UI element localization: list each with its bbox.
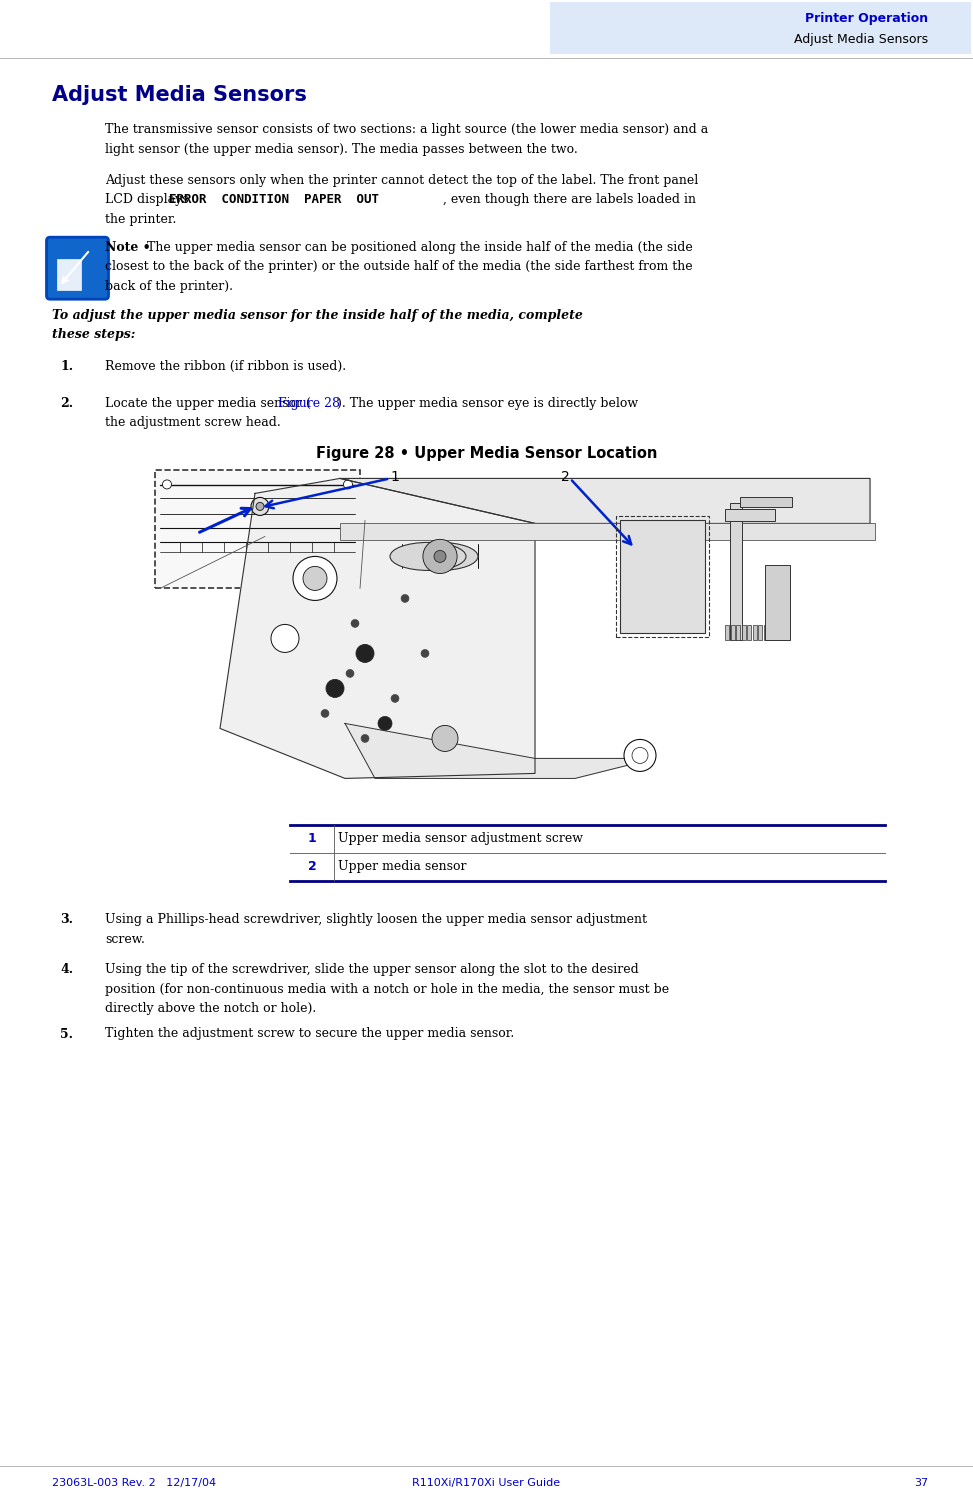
Text: 2: 2 — [560, 470, 569, 485]
Text: 3.: 3. — [60, 914, 73, 926]
Circle shape — [271, 625, 299, 652]
Bar — [155, 470, 360, 589]
Text: Locate the upper media sensor (: Locate the upper media sensor ( — [105, 396, 311, 410]
Text: 5.: 5. — [60, 1027, 73, 1041]
Text: back of the printer).: back of the printer). — [105, 280, 233, 292]
Text: Note •: Note • — [105, 241, 151, 253]
Text: Using a Phillips-head screwdriver, slightly loosen the upper media sensor adjust: Using a Phillips-head screwdriver, sligh… — [105, 914, 647, 926]
Text: 4.: 4. — [60, 964, 73, 976]
Circle shape — [423, 539, 457, 574]
Text: Using the tip of the screwdriver, slide the upper sensor along the slot to the d: Using the tip of the screwdriver, slide … — [105, 964, 638, 976]
Text: position (for non-continuous media with a notch or hole in the media, the sensor: position (for non-continuous media with … — [105, 982, 669, 995]
Text: R110Xi/R170Xi User Guide: R110Xi/R170Xi User Guide — [413, 1477, 560, 1488]
Bar — [747, 625, 751, 640]
Text: Upper media sensor adjustment screw: Upper media sensor adjustment screw — [338, 831, 583, 845]
Polygon shape — [340, 479, 870, 524]
Text: 1.: 1. — [60, 360, 73, 372]
Bar — [736, 625, 740, 640]
FancyBboxPatch shape — [47, 238, 109, 300]
Text: 37: 37 — [914, 1477, 928, 1488]
Text: directly above the notch or hole).: directly above the notch or hole). — [105, 1001, 316, 1015]
Bar — [758, 625, 762, 640]
Circle shape — [343, 480, 352, 489]
Circle shape — [162, 480, 171, 489]
Circle shape — [432, 726, 458, 751]
Bar — [550, 2, 971, 54]
Circle shape — [326, 679, 344, 697]
Circle shape — [321, 709, 329, 717]
Text: 1: 1 — [307, 831, 316, 845]
Text: ). The upper media sensor eye is directly below: ). The upper media sensor eye is directl… — [337, 396, 638, 410]
Bar — [764, 625, 768, 640]
Text: Adjust these sensors only when the printer cannot detect the top of the label. T: Adjust these sensors only when the print… — [105, 173, 699, 187]
Circle shape — [293, 556, 337, 601]
Polygon shape — [345, 723, 655, 779]
Bar — [340, 524, 875, 541]
Text: Upper media sensor: Upper media sensor — [338, 860, 466, 873]
Text: 23063L-003 Rev. 2   12/17/04: 23063L-003 Rev. 2 12/17/04 — [52, 1477, 216, 1488]
Text: The upper media sensor can be positioned along the inside half of the media (the: The upper media sensor can be positioned… — [147, 241, 693, 253]
Text: Remove the ribbon (if ribbon is used).: Remove the ribbon (if ribbon is used). — [105, 360, 346, 372]
Polygon shape — [220, 479, 535, 779]
Bar — [725, 625, 729, 640]
Circle shape — [434, 550, 446, 562]
Circle shape — [256, 503, 264, 511]
Circle shape — [351, 619, 359, 628]
Circle shape — [391, 694, 399, 702]
Circle shape — [346, 670, 354, 678]
Text: LCD displays: LCD displays — [105, 193, 193, 206]
Bar — [730, 503, 742, 640]
Text: Adjust Media Sensors: Adjust Media Sensors — [52, 84, 306, 105]
Ellipse shape — [402, 542, 478, 571]
Text: light sensor (the upper media sensor). The media passes between the two.: light sensor (the upper media sensor). T… — [105, 143, 578, 155]
Text: Tighten the adjustment screw to secure the upper media sensor.: Tighten the adjustment screw to secure t… — [105, 1027, 515, 1041]
Text: , even though there are labels loaded in: , even though there are labels loaded in — [443, 193, 696, 206]
Circle shape — [624, 739, 656, 771]
Circle shape — [361, 735, 369, 742]
Circle shape — [378, 717, 392, 730]
Text: 2.: 2. — [60, 396, 73, 410]
Text: To adjust the upper media sensor for the inside half of the media, complete: To adjust the upper media sensor for the… — [52, 309, 583, 322]
Bar — [741, 625, 745, 640]
Circle shape — [303, 566, 327, 590]
Text: Figure 28: Figure 28 — [278, 396, 341, 410]
Ellipse shape — [390, 542, 466, 571]
Text: The transmissive sensor consists of two sections: a light source (the lower medi: The transmissive sensor consists of two … — [105, 123, 708, 136]
Text: the printer.: the printer. — [105, 212, 176, 226]
Bar — [616, 517, 709, 637]
Circle shape — [632, 747, 648, 764]
Circle shape — [356, 645, 374, 663]
Text: Adjust Media Sensors: Adjust Media Sensors — [794, 33, 928, 47]
Text: these steps:: these steps: — [52, 328, 135, 342]
FancyBboxPatch shape — [57, 259, 81, 289]
Text: closest to the back of the printer) or the outside half of the media (the side f: closest to the back of the printer) or t… — [105, 261, 693, 273]
Bar — [725, 509, 775, 521]
Circle shape — [251, 497, 269, 515]
Circle shape — [401, 595, 409, 602]
Text: screw.: screw. — [105, 932, 145, 946]
Bar — [740, 497, 792, 508]
Bar — [765, 565, 790, 640]
Text: 1: 1 — [390, 470, 400, 485]
Text: ERROR  CONDITION  PAPER  OUT: ERROR CONDITION PAPER OUT — [169, 193, 379, 206]
Bar — [620, 521, 705, 634]
Bar — [752, 625, 756, 640]
Circle shape — [421, 649, 429, 658]
Text: Printer Operation: Printer Operation — [805, 12, 928, 26]
Text: Figure 28 • Upper Media Sensor Location: Figure 28 • Upper Media Sensor Location — [316, 446, 657, 461]
Bar — [731, 625, 735, 640]
Text: the adjustment screw head.: the adjustment screw head. — [105, 416, 281, 429]
Text: 2: 2 — [307, 860, 316, 873]
